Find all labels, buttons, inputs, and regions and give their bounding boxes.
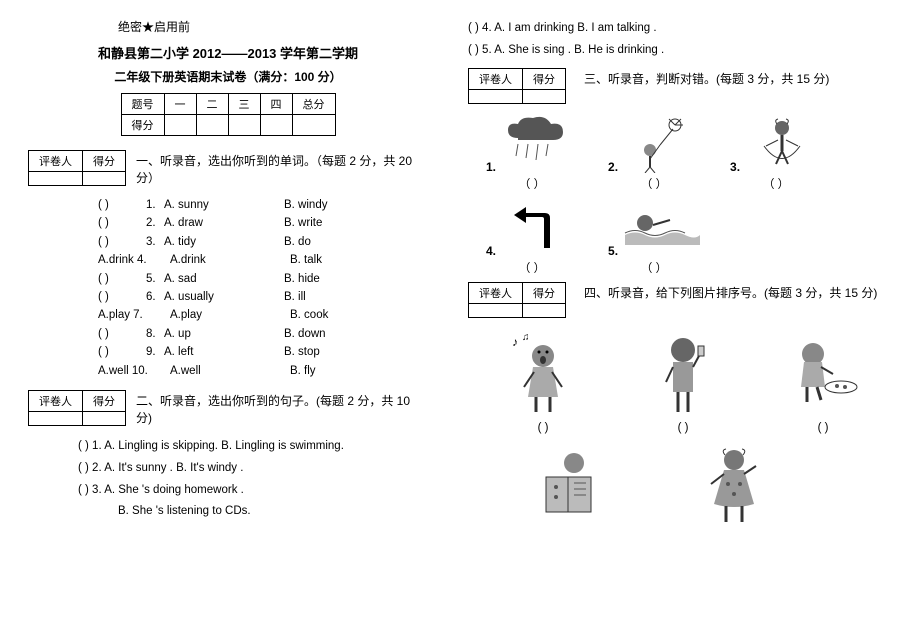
grader-c1: 评卷人 — [29, 390, 83, 411]
swimming-icon — [620, 198, 700, 258]
section1-heading: 一、听录音，选出你听到的单词。（每题 2 分，共 20 分） — [136, 150, 428, 186]
left-column: 绝密★启用前 和静县第二小学 2012——2013 学年第二学期 二年级下册英语… — [28, 18, 428, 619]
pic-number: 2. — [608, 160, 618, 174]
pic-blank: （ ） — [608, 260, 700, 276]
grader-table: 评卷人得分 — [468, 68, 566, 104]
section3-header: 评卷人得分 三、听录音，判断对错。(每题 3 分，共 15 分) — [468, 68, 892, 108]
pic-item: ♪♫ ( ) — [498, 330, 588, 434]
grader-table: 评卷人得分 — [468, 282, 566, 318]
pic-item: 3. （ ） — [730, 114, 822, 192]
table-row: 得分 — [121, 115, 335, 136]
q-row: ( ) 1. A. Lingling is skipping. B. Lingl… — [78, 436, 428, 458]
pic-number: 3. — [730, 160, 740, 174]
reading-child-icon — [528, 442, 618, 532]
singing-girl-icon: ♪♫ — [498, 330, 588, 420]
q-row: B. She 's listening to CDs. — [118, 501, 428, 523]
q-row: ( ) 4. A. I am drinking B. I am talking … — [468, 18, 892, 40]
pic-item — [688, 442, 778, 532]
grader-c2: 得分 — [83, 390, 126, 411]
pic-blank: ( ) — [778, 422, 868, 434]
q-row: ( ) 5. A. She is sing . B. He is drinkin… — [468, 40, 892, 62]
pic-blank: （ ） — [608, 176, 700, 192]
score-table: 题号 一 二 三 四 总分 得分 — [121, 93, 336, 136]
score-header: 一 — [164, 94, 196, 115]
pic-blank: （ ） — [730, 176, 822, 192]
pic-number: 4. — [486, 244, 496, 258]
section2-questions: ( ) 1. A. Lingling is skipping. B. Lingl… — [78, 436, 428, 523]
section1-questions: ( )1.A. sunnyB. windy ( )2.A. drawB. wri… — [98, 196, 428, 380]
drinking-boy-icon — [638, 330, 728, 420]
rain-cloud-icon — [498, 114, 578, 174]
pic-blank: ( ) — [638, 422, 728, 434]
section3-heading: 三、听录音，判断对错。(每题 3 分，共 15 分) — [584, 68, 892, 87]
subtitle: 二年级下册英语期末试卷（满分：100 分） — [28, 68, 428, 85]
section2-top-questions: ( ) 4. A. I am drinking B. I am talking … — [468, 18, 892, 62]
section4-pics-row1: ♪♫ ( ) ( ) ( ) — [498, 330, 892, 434]
section2-header: 评卷人得分 二、听录音，选出你听到的句子。(每题 2 分，共 10 分) — [28, 390, 428, 430]
grader-c2: 得分 — [523, 282, 566, 303]
pic-number: 1. — [486, 160, 496, 174]
main-title: 和静县第二小学 2012——2013 学年第二学期 — [28, 43, 428, 62]
score-header: 三 — [228, 94, 260, 115]
q-row: ( ) 3. A. She 's doing homework . — [78, 480, 428, 502]
score-header: 四 — [260, 94, 292, 115]
section3-pics-row1: 1. （ ） 2. （ ） 3. — [486, 114, 892, 192]
eating-child-icon — [778, 330, 868, 420]
grader-c1: 评卷人 — [29, 151, 83, 172]
section4-heading: 四、听录音，给下列图片排序号。(每题 3 分，共 15 分) — [584, 282, 892, 301]
section4-pics-row2 — [528, 442, 892, 532]
grader-table: 评卷人得分 — [28, 390, 126, 426]
section1-header: 评卷人得分 一、听录音，选出你听到的单词。（每题 2 分，共 20 分） — [28, 150, 428, 190]
dancing-girl-icon — [688, 442, 778, 532]
kite-flying-icon — [620, 114, 700, 174]
section4-header: 评卷人得分 四、听录音，给下列图片排序号。(每题 3 分，共 15 分) — [468, 282, 892, 322]
confidential-label: 绝密★启用前 — [118, 18, 428, 35]
pic-blank: （ ） — [486, 176, 578, 192]
score-header: 二 — [196, 94, 228, 115]
pic-item: 1. （ ） — [486, 114, 578, 192]
svg-text:♪: ♪ — [512, 335, 518, 349]
score-row-label: 得分 — [121, 115, 164, 136]
score-header: 总分 — [292, 94, 335, 115]
grader-table: 评卷人得分 — [28, 150, 126, 186]
pic-blank: ( ) — [498, 422, 588, 434]
right-column: ( ) 4. A. I am drinking B. I am talking … — [468, 18, 892, 619]
section2-heading: 二、听录音，选出你听到的句子。(每题 2 分，共 10 分) — [136, 390, 428, 426]
skipping-girl-icon — [742, 114, 822, 174]
table-row: 题号 一 二 三 四 总分 — [121, 94, 335, 115]
pic-number: 5. — [608, 244, 618, 258]
grader-c1: 评卷人 — [469, 282, 523, 303]
q-row: ( ) 2. A. It's sunny . B. It's windy . — [78, 458, 428, 480]
pic-item: ( ) — [638, 330, 728, 434]
pic-item: ( ) — [778, 330, 868, 434]
section3-pics-row2: 4. （ ） 5. （ ） — [486, 198, 892, 276]
score-header: 题号 — [121, 94, 164, 115]
turn-left-arrow-icon — [498, 198, 578, 258]
grader-c2: 得分 — [83, 151, 126, 172]
pic-blank: （ ） — [486, 260, 578, 276]
svg-text:♫: ♫ — [522, 332, 530, 343]
grader-c2: 得分 — [523, 68, 566, 89]
pic-item: 2. （ ） — [608, 114, 700, 192]
pic-item: 4. （ ） — [486, 198, 578, 276]
grader-c1: 评卷人 — [469, 68, 523, 89]
pic-item — [528, 442, 618, 532]
pic-item: 5. （ ） — [608, 198, 700, 276]
